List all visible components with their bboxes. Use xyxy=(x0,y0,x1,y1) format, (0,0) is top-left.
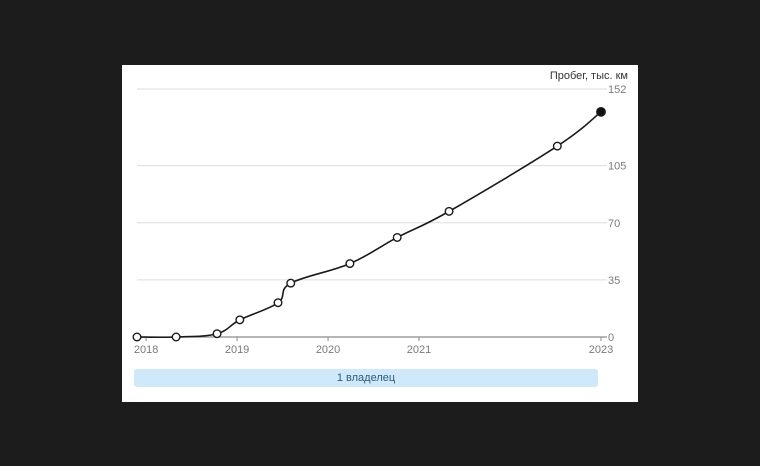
y-tick-label: 105 xyxy=(608,161,626,173)
x-tick-label: 2018 xyxy=(134,344,158,356)
chart-card: Пробег, тыс. км 0 35 70 105 152 2018 2019 2020… xyxy=(122,65,638,402)
y-tick-label: 0 xyxy=(608,332,614,344)
y-tick-label: 70 xyxy=(608,218,620,230)
data-point xyxy=(392,232,402,242)
data-point xyxy=(286,278,296,288)
data-points xyxy=(132,106,606,342)
data-point xyxy=(212,329,222,339)
x-tick-label: 2020 xyxy=(316,344,340,356)
data-point xyxy=(132,332,142,342)
data-point xyxy=(235,315,245,325)
y-axis-label: Пробег, тыс. км xyxy=(550,70,628,82)
mileage-line xyxy=(136,111,602,339)
mileage-chart: Пробег, тыс. км 0 35 70 105 152 2018 2019 2020… xyxy=(132,70,628,356)
y-tick-label: 152 xyxy=(608,84,626,96)
data-point xyxy=(345,259,355,269)
owner-count-bar: 1 владелец xyxy=(134,369,598,387)
y-tick-labels: 0 35 70 105 152 xyxy=(608,84,626,344)
data-point xyxy=(171,332,181,342)
grid-layer xyxy=(137,88,607,338)
data-point xyxy=(273,298,283,308)
x-tick-label: 2023 xyxy=(589,344,613,356)
data-point xyxy=(444,206,454,216)
x-tick-label: 2019 xyxy=(225,344,249,356)
data-point xyxy=(552,141,562,151)
y-tick-label: 35 xyxy=(608,275,620,287)
data-point xyxy=(596,106,606,117)
x-tick-label: 2021 xyxy=(407,344,431,356)
x-tick-labels: 2018 2019 2020 2021 2023 xyxy=(134,337,613,356)
